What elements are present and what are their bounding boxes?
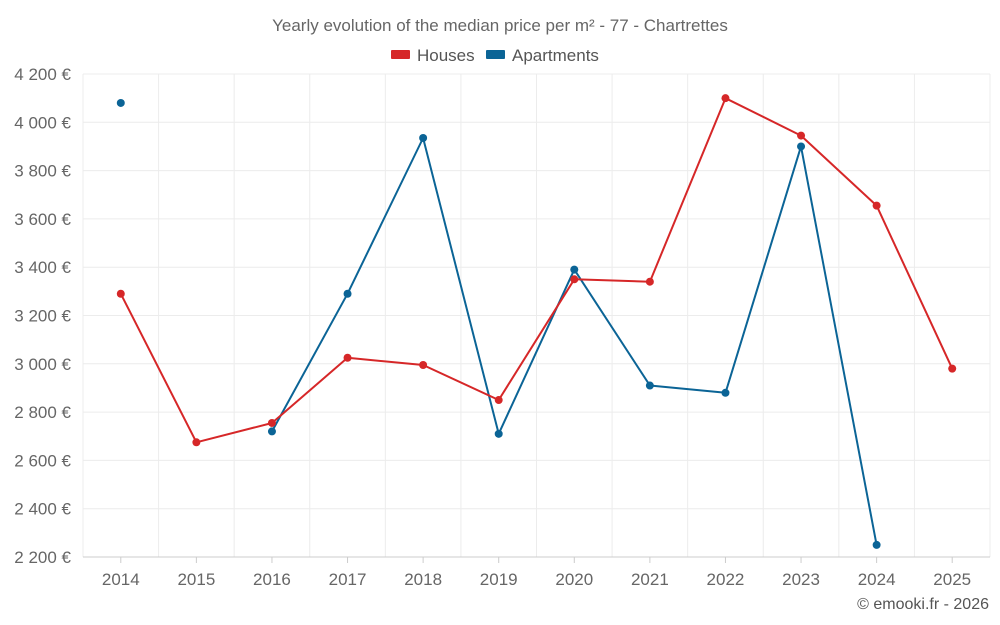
legend-swatch-houses [391, 50, 410, 59]
data-point-apartments[interactable] [721, 388, 730, 397]
data-point-houses[interactable] [797, 131, 806, 140]
data-point-apartments[interactable] [872, 540, 881, 549]
chart-title: Yearly evolution of the median price per… [272, 16, 728, 35]
legend: Houses Apartments [391, 46, 599, 65]
y-axis: 2 200 € 2 400 € 2 600 € 2 800 € 3 000 € 3 200… [14, 65, 71, 567]
data-point-houses[interactable] [343, 353, 352, 362]
series-apartments [116, 98, 881, 549]
y-tick-label: 4 000 € [14, 113, 71, 132]
y-tick-label: 3 800 € [14, 162, 71, 181]
series-houses [116, 94, 957, 447]
x-tick-label: 2023 [782, 570, 820, 589]
x-axis: 2014 2015 2016 2017 2018 2019 2020 2021 2022 2023… [83, 556, 990, 589]
x-tick-label: 2020 [555, 570, 593, 589]
x-tick-label: 2024 [858, 570, 896, 589]
data-point-apartments[interactable] [494, 429, 503, 438]
data-point-apartments[interactable] [419, 133, 428, 142]
x-tick-label: 2025 [933, 570, 971, 589]
y-tick-label: 3 600 € [14, 210, 71, 229]
grid [82, 73, 991, 558]
x-tick-label: 2014 [102, 570, 140, 589]
data-point-houses[interactable] [645, 277, 654, 286]
data-point-houses[interactable] [570, 275, 579, 284]
y-tick-label: 4 200 € [14, 65, 71, 84]
x-tick-label: 2016 [253, 570, 291, 589]
y-tick-label: 3 000 € [14, 355, 71, 374]
legend-item-houses[interactable]: Houses [391, 46, 475, 65]
data-point-apartments[interactable] [267, 427, 276, 436]
legend-label-apartments: Apartments [512, 46, 599, 65]
y-tick-label: 3 400 € [14, 258, 71, 277]
legend-item-apartments[interactable]: Apartments [486, 46, 599, 65]
plot-area [116, 94, 957, 549]
credit: © emooki.fr - 2026 [857, 596, 989, 613]
data-point-houses[interactable] [192, 438, 201, 447]
data-point-apartments[interactable] [645, 381, 654, 390]
x-tick-label: 2021 [631, 570, 669, 589]
data-point-houses[interactable] [267, 418, 276, 427]
data-point-apartments[interactable] [797, 142, 806, 151]
data-point-apartments[interactable] [116, 98, 125, 107]
x-tick-label: 2018 [404, 570, 442, 589]
data-point-houses[interactable] [494, 396, 503, 405]
y-tick-label: 3 200 € [14, 307, 71, 326]
data-point-houses[interactable] [419, 361, 428, 370]
data-point-apartments[interactable] [570, 265, 579, 274]
legend-label-houses: Houses [417, 46, 475, 65]
data-point-houses[interactable] [948, 364, 957, 373]
series-line-apartments [271, 137, 878, 546]
x-tick-label: 2017 [329, 570, 367, 589]
data-point-houses[interactable] [872, 201, 881, 210]
legend-swatch-apartments [486, 50, 505, 59]
data-point-apartments[interactable] [343, 289, 352, 298]
x-tick-label: 2022 [707, 570, 745, 589]
series-line-houses [119, 97, 954, 444]
x-tick-label: 2015 [177, 570, 215, 589]
y-tick-label: 2 200 € [14, 548, 71, 567]
y-tick-label: 2 800 € [14, 403, 71, 422]
y-tick-label: 2 600 € [14, 451, 71, 470]
x-tick-label: 2019 [480, 570, 518, 589]
data-point-houses[interactable] [116, 289, 125, 298]
y-tick-label: 2 400 € [14, 500, 71, 519]
data-point-houses[interactable] [721, 94, 730, 103]
